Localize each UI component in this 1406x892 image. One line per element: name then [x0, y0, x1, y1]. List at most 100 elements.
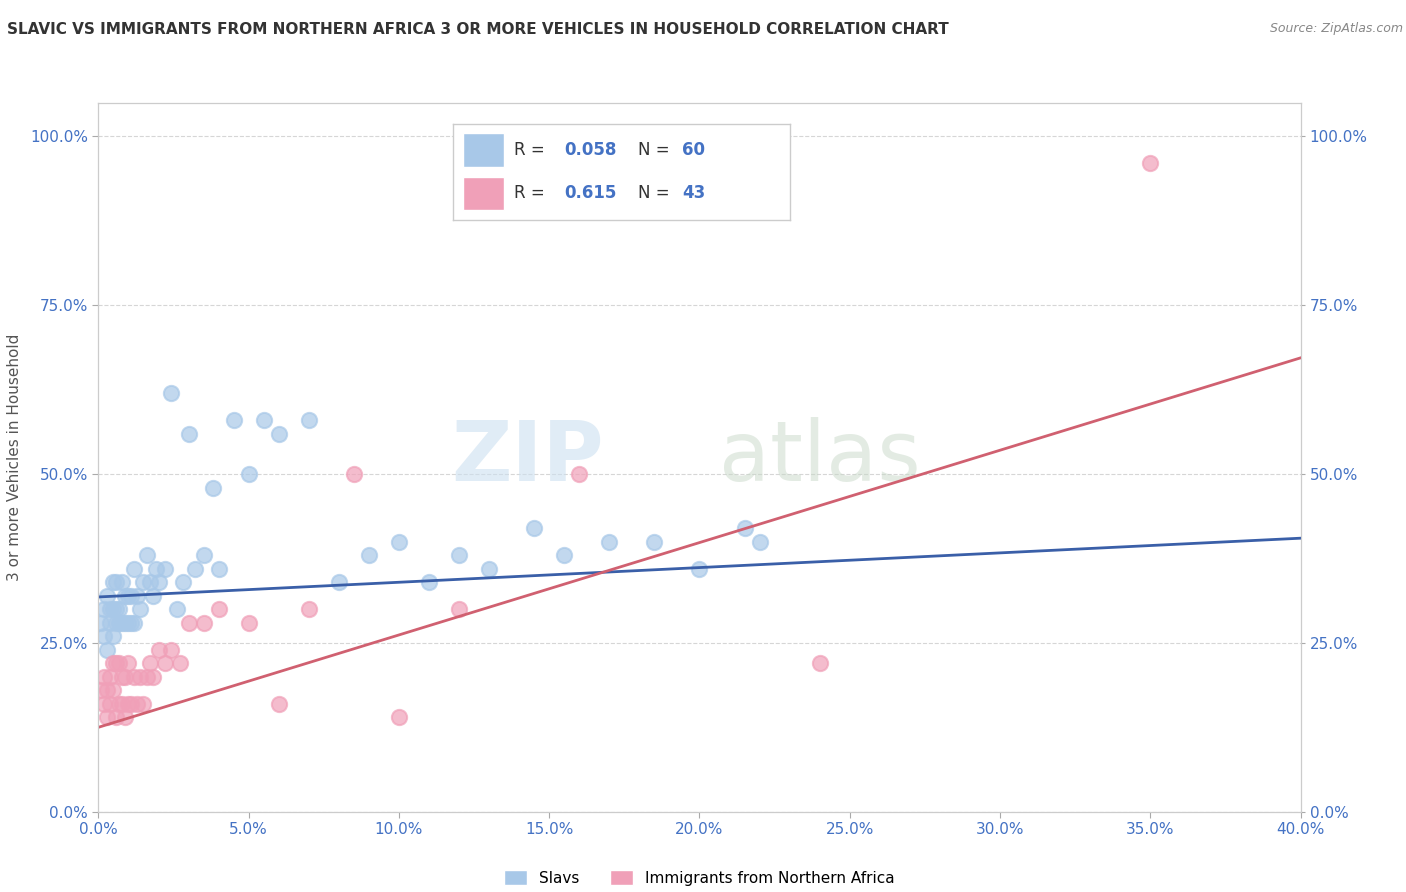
- Point: [105, 602, 128, 616]
- Point: [96, 589, 118, 603]
- Point: [93, 697, 115, 711]
- Point: [108, 697, 131, 711]
- Point: [114, 589, 136, 603]
- Text: ZIP: ZIP: [451, 417, 603, 498]
- Point: [267, 426, 290, 441]
- Point: [447, 548, 470, 562]
- Point: [193, 548, 215, 562]
- Point: [298, 602, 321, 616]
- Point: [418, 575, 440, 590]
- Text: R =: R =: [513, 184, 550, 202]
- Point: [103, 575, 125, 590]
- Point: [135, 548, 157, 562]
- Point: [267, 697, 290, 711]
- Text: 60: 60: [682, 141, 704, 159]
- Point: [108, 615, 131, 630]
- Point: [357, 548, 380, 562]
- Point: [114, 615, 136, 630]
- Point: [208, 561, 231, 575]
- Point: [153, 561, 176, 575]
- Point: [132, 575, 155, 590]
- Point: [388, 710, 411, 724]
- Point: [238, 467, 260, 481]
- Point: [193, 615, 215, 630]
- Point: [201, 481, 224, 495]
- Bar: [463, 134, 503, 167]
- Point: [103, 602, 125, 616]
- Point: [553, 548, 575, 562]
- Point: [177, 615, 200, 630]
- Point: [478, 561, 501, 575]
- Point: [643, 534, 665, 549]
- Point: [121, 697, 143, 711]
- Point: [117, 615, 139, 630]
- Point: [598, 534, 620, 549]
- Point: [117, 656, 139, 670]
- Point: [172, 575, 194, 590]
- Point: [111, 615, 134, 630]
- Point: [689, 561, 711, 575]
- Legend: Slavs, Immigrants from Northern Africa: Slavs, Immigrants from Northern Africa: [505, 870, 894, 886]
- Point: [253, 413, 276, 427]
- Point: [808, 656, 831, 670]
- Point: [1139, 156, 1161, 170]
- Point: [96, 710, 118, 724]
- Point: [100, 670, 122, 684]
- Point: [328, 575, 350, 590]
- Point: [105, 615, 128, 630]
- Text: 0.058: 0.058: [564, 141, 616, 159]
- Point: [103, 683, 125, 698]
- Point: [105, 575, 128, 590]
- Point: [734, 521, 756, 535]
- Point: [124, 561, 146, 575]
- Point: [103, 656, 125, 670]
- Point: [148, 575, 170, 590]
- Point: [121, 615, 143, 630]
- Point: [148, 642, 170, 657]
- Text: 0.615: 0.615: [564, 184, 616, 202]
- Text: R =: R =: [513, 141, 550, 159]
- Point: [108, 656, 131, 670]
- Point: [183, 561, 205, 575]
- Point: [114, 710, 136, 724]
- Text: atlas: atlas: [718, 417, 921, 498]
- Point: [132, 697, 155, 711]
- Point: [141, 670, 163, 684]
- Point: [138, 656, 160, 670]
- Point: [124, 670, 146, 684]
- Point: [141, 589, 163, 603]
- Point: [135, 670, 157, 684]
- Point: [388, 534, 411, 549]
- Point: [93, 629, 115, 643]
- Point: [93, 670, 115, 684]
- Point: [127, 697, 149, 711]
- Point: [90, 683, 112, 698]
- Point: [105, 656, 128, 670]
- Text: N =: N =: [638, 184, 675, 202]
- Point: [117, 589, 139, 603]
- Y-axis label: 3 or more Vehicles in Household: 3 or more Vehicles in Household: [7, 334, 21, 581]
- Point: [96, 642, 118, 657]
- Text: SLAVIC VS IMMIGRANTS FROM NORTHERN AFRICA 3 OR MORE VEHICLES IN HOUSEHOLD CORREL: SLAVIC VS IMMIGRANTS FROM NORTHERN AFRIC…: [7, 22, 949, 37]
- Point: [103, 629, 125, 643]
- Point: [108, 602, 131, 616]
- Point: [238, 615, 260, 630]
- Point: [100, 602, 122, 616]
- Point: [447, 602, 470, 616]
- Point: [159, 642, 181, 657]
- Bar: [463, 177, 503, 210]
- Point: [121, 589, 143, 603]
- Point: [568, 467, 591, 481]
- Point: [93, 602, 115, 616]
- Point: [100, 697, 122, 711]
- Point: [129, 670, 152, 684]
- Point: [90, 615, 112, 630]
- Point: [117, 697, 139, 711]
- Point: [111, 575, 134, 590]
- Point: [105, 710, 128, 724]
- Point: [129, 602, 152, 616]
- Point: [96, 683, 118, 698]
- Text: N =: N =: [638, 141, 675, 159]
- Point: [111, 670, 134, 684]
- Point: [100, 615, 122, 630]
